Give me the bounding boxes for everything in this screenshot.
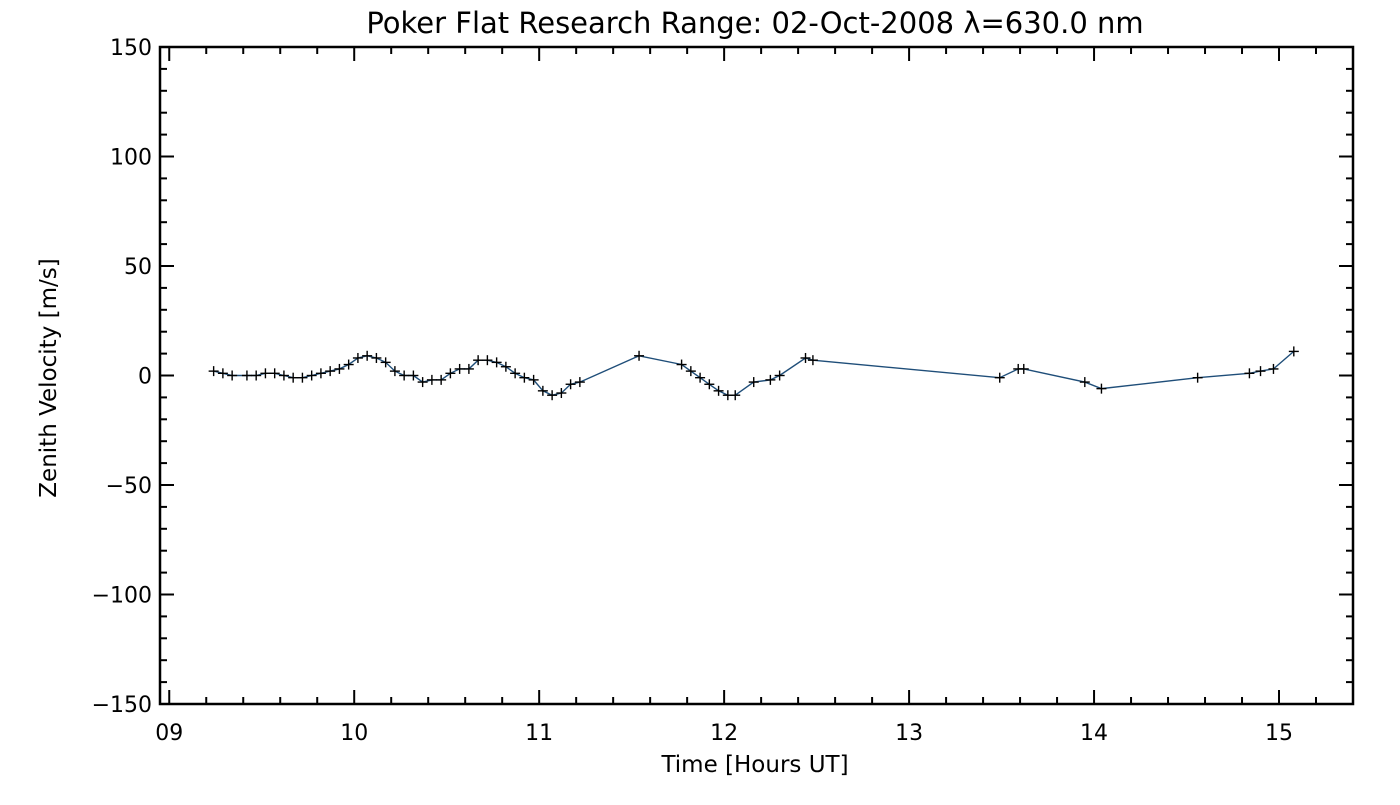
axis-ticks bbox=[160, 46, 1354, 705]
data-point bbox=[713, 385, 724, 396]
data-point bbox=[251, 370, 262, 381]
data-point bbox=[491, 357, 502, 368]
data-point bbox=[1096, 383, 1107, 394]
plot-frame bbox=[158, 45, 1355, 706]
x-tick-label: 12 bbox=[710, 721, 738, 746]
data-point bbox=[445, 368, 456, 379]
data-point bbox=[288, 372, 299, 383]
data-point bbox=[1192, 372, 1203, 383]
x-tick-label: 10 bbox=[340, 721, 368, 746]
y-tick-label: −100 bbox=[92, 584, 152, 609]
chart-title: Poker Flat Research Range: 02-Oct-2008 λ… bbox=[366, 6, 1143, 40]
data-point bbox=[800, 352, 811, 363]
data-point bbox=[574, 377, 585, 388]
data-point bbox=[334, 363, 345, 374]
data-point bbox=[380, 357, 391, 368]
data-point bbox=[297, 372, 308, 383]
data-point bbox=[519, 372, 530, 383]
data-point bbox=[528, 374, 539, 385]
data-point bbox=[315, 368, 326, 379]
data-point bbox=[399, 370, 410, 381]
y-tick-label: 50 bbox=[124, 255, 152, 280]
data-point bbox=[408, 370, 419, 381]
data-point bbox=[482, 355, 493, 366]
x-tick-label: 11 bbox=[525, 721, 553, 746]
data-point bbox=[807, 355, 818, 366]
data-point bbox=[730, 390, 741, 401]
data-point bbox=[565, 379, 576, 390]
data-point bbox=[436, 374, 447, 385]
data-point bbox=[417, 377, 428, 388]
data-point bbox=[352, 352, 363, 363]
data-point bbox=[260, 368, 271, 379]
y-tick-label: −150 bbox=[92, 693, 152, 718]
data-point bbox=[278, 370, 289, 381]
data-point bbox=[676, 359, 687, 370]
data-point bbox=[227, 370, 238, 381]
data-point bbox=[371, 352, 382, 363]
data-point bbox=[426, 374, 437, 385]
data-point bbox=[269, 368, 280, 379]
data-point bbox=[510, 368, 521, 379]
x-tick-label: 13 bbox=[895, 721, 923, 746]
data-point bbox=[217, 368, 228, 379]
y-tick-label: 150 bbox=[110, 36, 152, 61]
data-point bbox=[547, 390, 558, 401]
data-point bbox=[454, 363, 465, 374]
data-point bbox=[704, 379, 715, 390]
data-point bbox=[537, 385, 548, 396]
data-point bbox=[556, 388, 567, 399]
series-velocity bbox=[208, 346, 1299, 401]
data-point bbox=[1255, 366, 1266, 377]
x-axis-label: Time [Hours UT] bbox=[660, 752, 848, 778]
data-point bbox=[685, 366, 696, 377]
data-point bbox=[1244, 368, 1255, 379]
data-point bbox=[765, 374, 776, 385]
data-point bbox=[1018, 363, 1029, 374]
data-point bbox=[325, 366, 336, 377]
data-point bbox=[241, 370, 252, 381]
data-point bbox=[634, 350, 645, 361]
data-point bbox=[343, 359, 354, 370]
y-tick-label: 100 bbox=[110, 146, 152, 171]
data-point bbox=[1288, 346, 1299, 357]
data-point bbox=[389, 366, 400, 377]
data-point bbox=[1079, 377, 1090, 388]
data-point bbox=[774, 370, 785, 381]
x-tick-label: 15 bbox=[1265, 721, 1293, 746]
data-point bbox=[362, 350, 373, 361]
data-point bbox=[695, 372, 706, 383]
data-point bbox=[994, 372, 1005, 383]
y-tick-label: −50 bbox=[106, 474, 152, 499]
data-point bbox=[208, 366, 219, 377]
x-tick-label: 14 bbox=[1080, 721, 1108, 746]
data-point bbox=[500, 361, 511, 372]
y-tick-label: 0 bbox=[138, 365, 152, 390]
data-point bbox=[306, 370, 317, 381]
data-point bbox=[748, 377, 759, 388]
data-point bbox=[463, 363, 474, 374]
x-tick-label: 09 bbox=[155, 721, 183, 746]
data-point bbox=[473, 355, 484, 366]
data-point bbox=[1268, 363, 1279, 374]
y-axis-label: Zenith Velocity [m/s] bbox=[36, 258, 62, 497]
